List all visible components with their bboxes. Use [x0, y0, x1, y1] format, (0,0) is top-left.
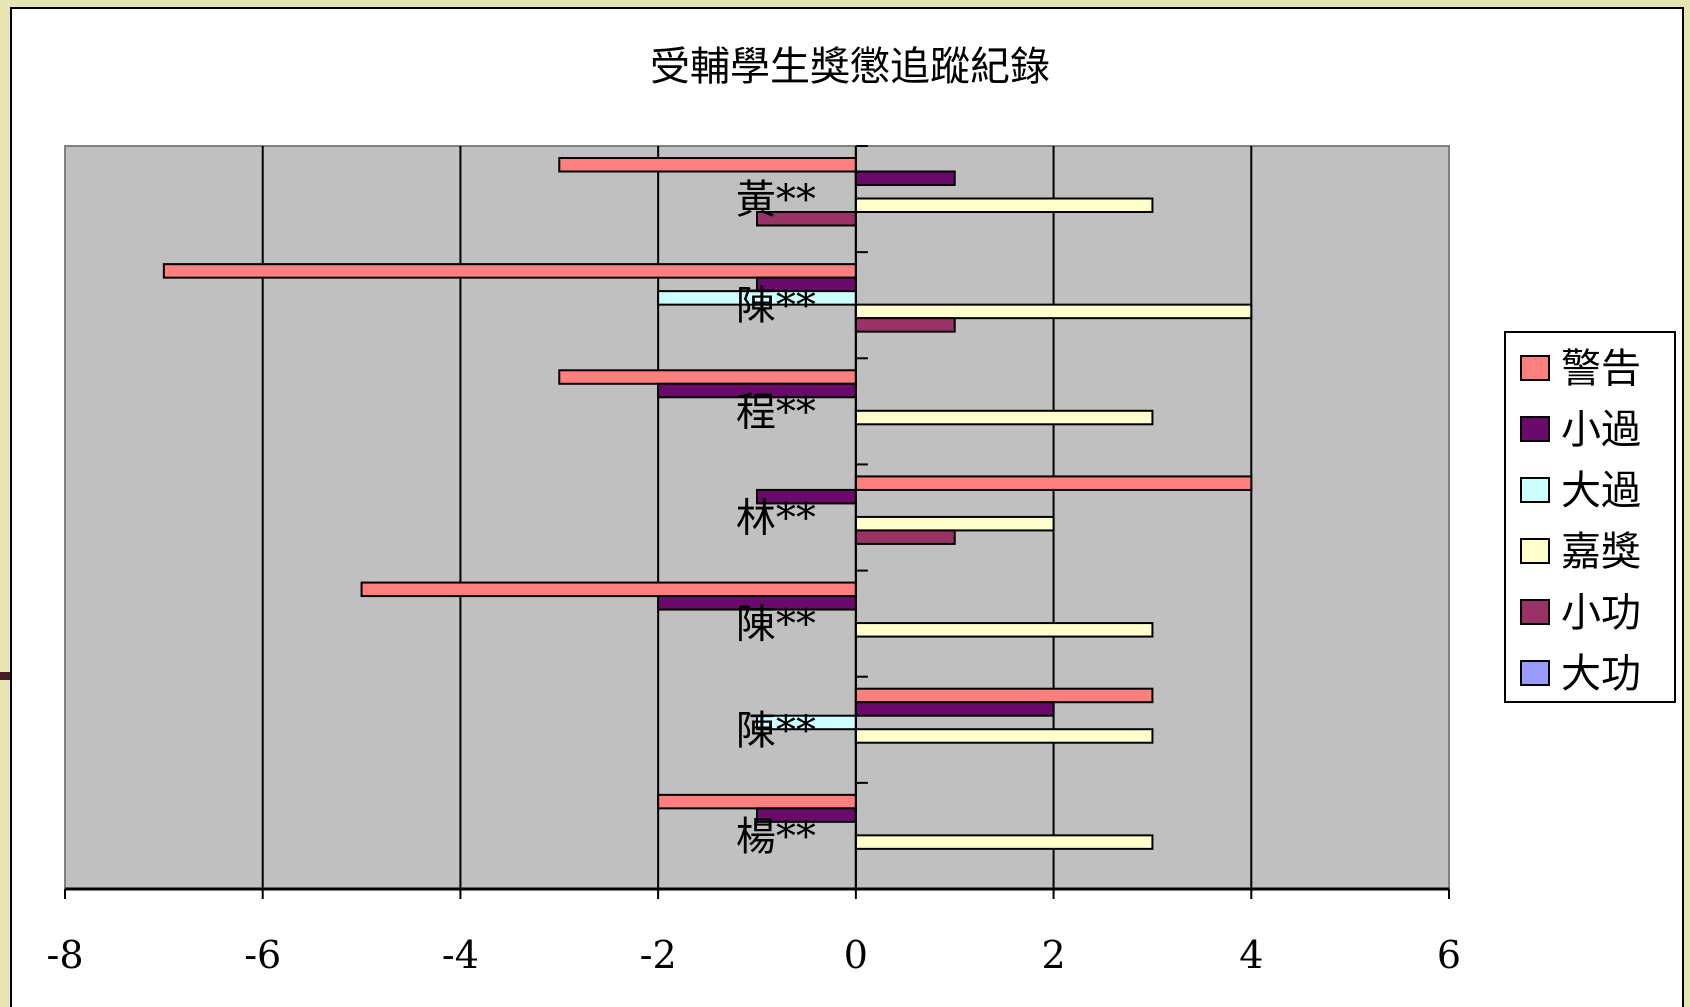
legend-label: 大功 — [1561, 651, 1641, 697]
chart-title: 受輔學生獎懲追蹤紀錄 — [650, 44, 1050, 90]
bar — [558, 157, 857, 173]
bar — [854, 197, 1154, 213]
legend-swatch — [1520, 355, 1550, 381]
category-label: 楊** — [736, 814, 816, 860]
bar — [558, 369, 857, 385]
plot-area: 黃** 陳** 程** 林** 陳** 陳** 楊** -8 -6 -4 -2 0 2 4 6 — [46, 145, 1461, 977]
value-tick-label: 6 — [1437, 933, 1461, 977]
category-label: 程** — [736, 389, 816, 435]
category-label: 陳** — [736, 708, 816, 754]
category-label: 陳** — [736, 283, 816, 329]
bar — [162, 263, 857, 279]
bar — [854, 622, 1154, 638]
bar — [854, 529, 956, 545]
legend-swatch — [1520, 477, 1550, 503]
legend-label: 嘉獎 — [1561, 529, 1641, 575]
bar — [854, 317, 956, 333]
category-label: 黃** — [736, 177, 816, 223]
bar — [854, 409, 1154, 426]
bar — [854, 834, 1154, 850]
category-label: 陳** — [736, 602, 816, 648]
slide-accent-bar — [0, 672, 14, 680]
bar — [360, 581, 857, 598]
legend-label: 小過 — [1561, 407, 1641, 453]
bar — [657, 793, 857, 810]
bar — [854, 515, 1055, 532]
legend-swatch — [1520, 416, 1550, 442]
value-tick-label: -8 — [46, 933, 83, 977]
value-tick-label: -2 — [640, 933, 677, 977]
legend-swatch — [1520, 538, 1550, 564]
bar — [854, 687, 1154, 704]
legend-box — [1504, 331, 1676, 703]
category-label: 林** — [736, 496, 816, 542]
value-tick-label: -6 — [244, 933, 281, 977]
bar — [854, 475, 1253, 491]
value-tick-label: -4 — [442, 933, 479, 977]
legend-swatch — [1520, 660, 1550, 686]
value-tick-label: 0 — [844, 933, 868, 977]
value-tick-label: 2 — [1041, 933, 1065, 977]
bar — [854, 728, 1154, 744]
legend-label: 小功 — [1561, 590, 1641, 636]
legend-label: 大過 — [1561, 468, 1641, 514]
bar — [854, 170, 956, 186]
bar — [854, 303, 1253, 320]
bar — [854, 701, 1055, 717]
value-tick-label: 4 — [1239, 933, 1263, 977]
legend-label: 警告 — [1561, 346, 1641, 392]
legend-swatch — [1520, 599, 1550, 625]
